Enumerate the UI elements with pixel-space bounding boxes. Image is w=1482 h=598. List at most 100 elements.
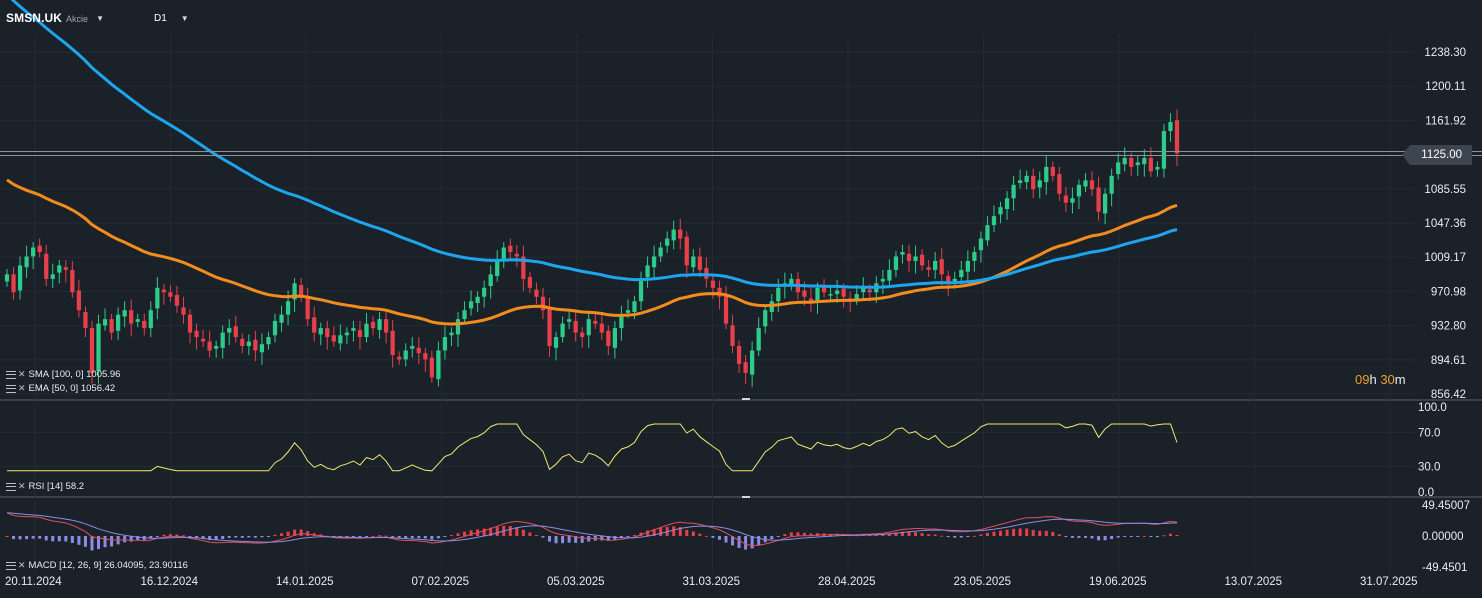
macd-histogram-bar xyxy=(162,534,166,536)
countdown-minutes-unit: m xyxy=(1394,372,1406,387)
macd-histogram-bar xyxy=(606,536,610,541)
macd-histogram-bar xyxy=(541,536,545,538)
candle-bear xyxy=(331,335,336,342)
macd-histogram-bar xyxy=(1168,533,1172,536)
macd-histogram-bar xyxy=(992,531,996,536)
candle-bull xyxy=(965,260,970,272)
candle-bull xyxy=(1004,198,1010,209)
candle-bear xyxy=(63,267,68,270)
candle-bear xyxy=(76,290,82,311)
macd-histogram-bar xyxy=(600,536,604,541)
macd-histogram-bar xyxy=(927,534,931,536)
candle-bear xyxy=(299,285,304,297)
candle-bull xyxy=(750,350,755,375)
countdown-hours-unit: h xyxy=(1369,372,1377,387)
candle-bull xyxy=(31,247,36,257)
candle-bull xyxy=(861,287,866,293)
candle-bull xyxy=(586,319,591,336)
macd-histogram-bar xyxy=(940,535,944,537)
macd-histogram-bar xyxy=(1103,536,1107,541)
macd-histogram-bar xyxy=(731,536,735,546)
rsi-axis-label: 70.0 xyxy=(1418,428,1440,440)
macd-histogram-bar xyxy=(70,536,74,543)
macd-histogram-bar xyxy=(1064,536,1068,537)
candle-bear xyxy=(808,298,814,302)
macd-histogram-bar xyxy=(221,536,225,540)
study-settings-icon[interactable] xyxy=(6,561,16,570)
study-params: [12, 26, 9] xyxy=(59,560,102,571)
macd-histogram-bar xyxy=(391,536,395,538)
close-icon[interactable]: ✕ xyxy=(18,560,26,570)
candle-bull xyxy=(96,323,101,372)
price-axis-label: 1085.55 xyxy=(1424,184,1466,196)
symbol-selector[interactable]: SMSN.UK Akcie ▼ xyxy=(6,8,104,28)
symbol-name: SMSN.UK xyxy=(6,11,63,25)
time-axis-label: 20.11.2024 xyxy=(5,576,62,588)
study-legend-macd: ✕ MACD [12, 26, 9] 26.04095, 23.90116 xyxy=(6,559,188,572)
macd-histogram-bar xyxy=(534,535,538,537)
candle-bull xyxy=(566,319,572,322)
candle-bull xyxy=(978,238,984,251)
macd-histogram-bar xyxy=(31,536,35,539)
macd-histogram-bar xyxy=(619,536,623,539)
study-params: [100, 0] xyxy=(51,369,84,380)
macd-histogram-bar xyxy=(404,536,408,539)
candle-bear xyxy=(697,256,702,270)
candle-bear xyxy=(312,317,317,333)
candle-bear xyxy=(946,276,951,284)
candle-bull xyxy=(645,265,650,278)
close-icon[interactable]: ✕ xyxy=(18,369,26,379)
candle-bear xyxy=(390,330,395,355)
candle-bear xyxy=(370,321,376,329)
candle-bull xyxy=(351,328,356,331)
macd-histogram-bar xyxy=(704,535,708,537)
timeframe-selector[interactable]: D1 ▼ xyxy=(148,8,189,28)
candle-bear xyxy=(233,326,238,338)
candle-bear xyxy=(1050,166,1055,176)
rsi-axis-label: 30.0 xyxy=(1418,462,1440,474)
pane-resize-handle[interactable] xyxy=(742,496,750,498)
candle-bear xyxy=(207,341,212,351)
close-icon[interactable]: ✕ xyxy=(18,481,26,491)
macd-histogram-bar xyxy=(1097,536,1101,541)
candle-bear xyxy=(926,267,931,270)
pane-resize-handle[interactable] xyxy=(742,398,750,400)
candle-bear xyxy=(514,253,519,257)
candle-bull xyxy=(985,225,990,241)
candle-bear xyxy=(89,328,95,373)
candle-bear xyxy=(821,286,827,293)
candle-bull xyxy=(638,278,644,302)
macd-histogram-bar xyxy=(776,536,780,537)
close-icon[interactable]: ✕ xyxy=(18,383,26,393)
candle-bear xyxy=(606,330,611,347)
study-settings-icon[interactable] xyxy=(6,482,16,491)
candle-bear xyxy=(730,325,735,347)
candle-bull xyxy=(933,260,938,270)
study-value: 1005.96 xyxy=(86,369,121,380)
study-settings-icon[interactable] xyxy=(6,384,16,393)
macd-histogram-bar xyxy=(280,533,284,536)
macd-histogram-bar xyxy=(652,528,656,536)
macd-histogram-bar xyxy=(835,533,839,536)
study-settings-icon[interactable] xyxy=(6,370,16,379)
macd-histogram-bar xyxy=(293,529,297,536)
macd-histogram-bar xyxy=(1155,536,1159,538)
macd-histogram-bar xyxy=(972,535,976,537)
candle-bear xyxy=(44,253,49,279)
candle-bull xyxy=(410,346,415,349)
candle-bull xyxy=(344,332,350,336)
macd-histogram-bar xyxy=(1136,536,1140,537)
candle-bull xyxy=(122,310,127,317)
macd-histogram-bar xyxy=(1044,530,1048,536)
macd-histogram-bar xyxy=(1038,530,1042,536)
rsi-axis-label: 0.0 xyxy=(1418,487,1434,499)
macd-histogram-bar xyxy=(894,532,898,536)
candle-bull xyxy=(455,319,461,335)
macd-histogram-bar xyxy=(1142,535,1146,537)
macd-histogram-bar xyxy=(548,536,552,542)
candle-bear xyxy=(70,269,75,293)
candle-bear xyxy=(547,308,552,347)
candle-bull xyxy=(1161,131,1167,169)
macd-histogram-bar xyxy=(554,536,558,544)
